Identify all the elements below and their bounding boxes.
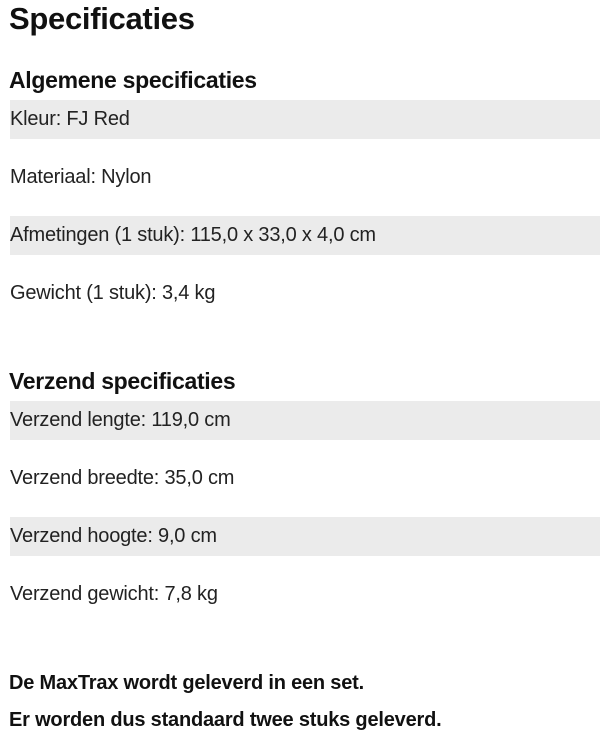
spec-row-weight: Gewicht (1 stuk): 3,4 kg (10, 282, 216, 304)
general-specs-heading: Algemene specificaties (9, 67, 257, 93)
set-note: De MaxTrax wordt geleverd in een set. (9, 672, 364, 694)
quantity-note: Er worden dus standaard twee stuks gelev… (9, 709, 442, 731)
spec-row-shipping-width: Verzend breedte: 35,0 cm (10, 467, 235, 489)
spec-row-shipping-weight: Verzend gewicht: 7,8 kg (10, 583, 218, 605)
spec-row-material: Materiaal: Nylon (10, 166, 152, 188)
shipping-specs-heading: Verzend specificaties (9, 368, 236, 394)
spec-row-shipping-length: Verzend lengte: 119,0 cm (10, 401, 600, 440)
general-specs-table: Kleur: FJ Red Materiaal: Nylon Afmetinge… (10, 100, 600, 332)
spec-row-shipping-height: Verzend hoogte: 9,0 cm (10, 517, 600, 556)
spec-row-color: Kleur: FJ Red (10, 100, 600, 139)
page-title: Specificaties (9, 1, 195, 36)
spec-row-dimensions: Afmetingen (1 stuk): 115,0 x 33,0 x 4,0 … (10, 216, 600, 255)
shipping-specs-table: Verzend lengte: 119,0 cm Verzend breedte… (10, 401, 600, 633)
